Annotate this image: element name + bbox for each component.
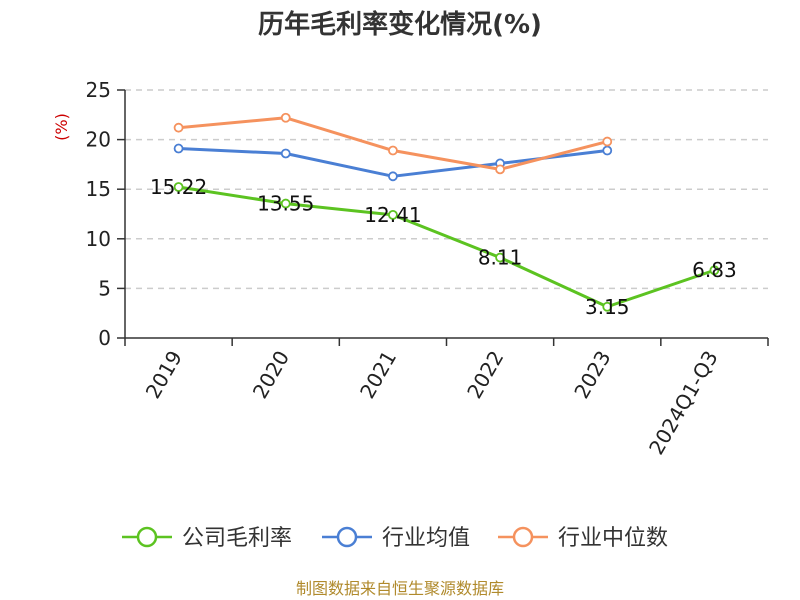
data-label-2021: 12.41	[364, 203, 421, 227]
legend-label: 行业中位数	[558, 526, 668, 551]
axes: 0 5 10 15 20 25 2019 2020 2021 2022 2023 2024Q1-Q3	[86, 78, 769, 459]
series-line-公司毛利率	[178, 185, 715, 309]
legend-label: 行业均值	[382, 526, 470, 551]
source-note: 制图数据来自恒生聚源数据库	[296, 579, 504, 598]
x-tick-label-2021: 2021	[355, 347, 401, 403]
data-point-行业中位数-2021	[388, 145, 398, 156]
data-point-行业均值-2023	[602, 145, 613, 156]
y-tick-label-5: 5	[98, 276, 111, 300]
legend-swatch-marker	[136, 526, 158, 548]
legend-item-公司毛利率: 公司毛利率	[122, 526, 292, 551]
series-line-行业中位数	[178, 116, 608, 171]
legend: 公司毛利率 行业均值 行业中位数	[122, 526, 668, 551]
series-行业中位数	[173, 112, 613, 175]
legend-swatch-marker	[512, 526, 534, 548]
x-tick-label-2020: 2020	[248, 347, 294, 403]
data-labels: 15.22 13.55 12.41 8.11 3.15 6.83	[150, 175, 737, 319]
x-tick-label-2024Q1-Q3: 2024Q1-Q3	[644, 347, 723, 459]
y-tick-label-25: 25	[86, 78, 111, 102]
data-label-2024Q1-Q3: 6.83	[692, 258, 737, 282]
data-label-2019: 15.22	[150, 175, 207, 199]
data-label-2022: 8.11	[478, 246, 523, 270]
data-point-行业均值-2021	[388, 171, 398, 182]
y-tick-label-10: 10	[86, 227, 111, 251]
legend-item-行业均值: 行业均值	[322, 526, 470, 551]
legend-label: 公司毛利率	[182, 526, 292, 551]
data-point-行业中位数-2019	[173, 122, 184, 133]
series-公司毛利率	[173, 182, 720, 312]
data-point-公司毛利率-2020	[280, 198, 291, 209]
y-axis-label: (%)	[52, 113, 71, 141]
data-point-行业均值-2020	[280, 148, 291, 159]
data-label-2023: 3.15	[585, 295, 630, 319]
data-point-行业中位数-2020	[280, 112, 291, 123]
data-point-公司毛利率-2019	[173, 182, 184, 192]
legend-item-行业中位数: 行业中位数	[498, 526, 668, 551]
data-point-公司毛利率-2023	[602, 301, 613, 312]
y-tick-label-15: 15	[86, 177, 111, 201]
data-point-公司毛利率-2024Q1-Q3	[709, 265, 720, 276]
series-lines	[173, 112, 720, 312]
y-tick-label-0: 0	[98, 326, 111, 350]
data-point-行业均值-2019	[173, 143, 184, 154]
data-point-行业中位数-2023	[602, 136, 613, 147]
x-tick-label-2019: 2019	[141, 347, 187, 403]
data-point-公司毛利率-2022	[495, 252, 505, 263]
data-point-行业中位数-2022	[495, 164, 505, 175]
x-tick-label-2023: 2023	[569, 347, 615, 403]
legend-swatch-marker	[336, 526, 358, 548]
chart-title: 历年毛利率变化情况(%)	[258, 9, 542, 40]
data-label-2020: 13.55	[257, 192, 314, 216]
grid-lines	[125, 89, 768, 290]
data-point-公司毛利率-2021	[388, 209, 398, 220]
y-tick-label-20: 20	[86, 128, 111, 152]
x-tick-label-2022: 2022	[462, 347, 508, 403]
